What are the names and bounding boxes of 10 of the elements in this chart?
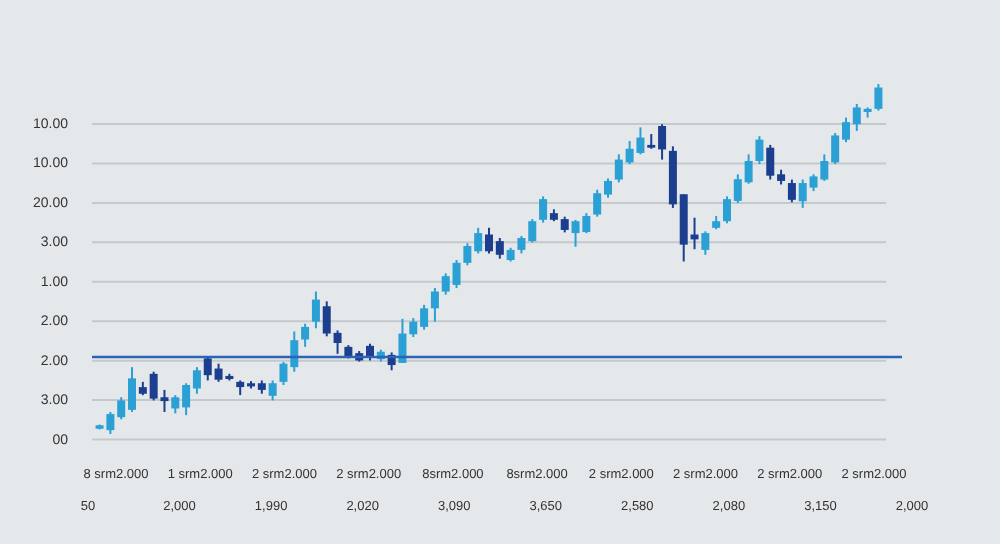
candlestick (311, 290, 320, 330)
candlestick (268, 379, 277, 402)
candlestick (301, 322, 310, 348)
candlestick (539, 195, 548, 224)
candlestick (787, 178, 796, 204)
candlestick (874, 83, 883, 112)
candlestick (430, 287, 439, 323)
candlestick (755, 135, 764, 166)
candlestick (398, 317, 407, 364)
candlestick (701, 230, 710, 256)
